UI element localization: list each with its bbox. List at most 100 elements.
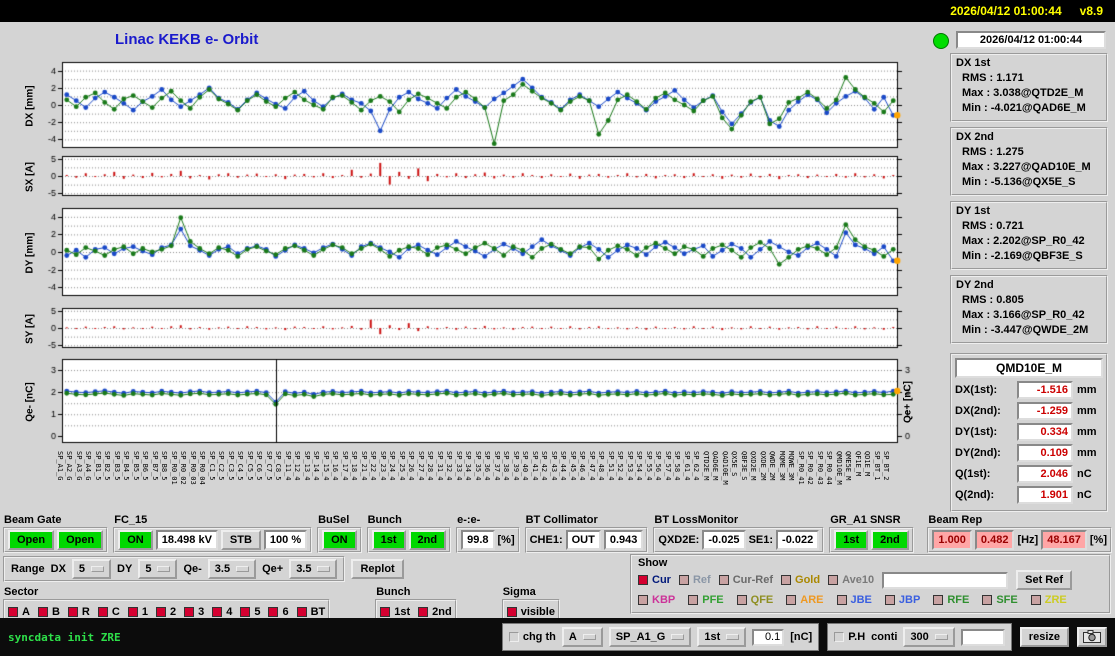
- gr-snsr-1st-button[interactable]: 1st: [834, 530, 869, 550]
- bpm-label: SP_56_4: [654, 451, 663, 481]
- checkbox-ref[interactable]: Ref: [678, 574, 711, 586]
- title-bar: 2026/04/12 01:00:44 v8.9: [0, 0, 1115, 22]
- dropdown-value: SP_A1_G: [615, 631, 666, 643]
- control-row-1: Beam Gate Open Open FC_15 ON 18.498 kV S…: [3, 514, 1112, 553]
- gr-a1-snsr-label: GR_A1 SNSR: [830, 514, 901, 526]
- range-dx-select[interactable]: 5: [71, 559, 112, 579]
- status-led-icon: [933, 33, 949, 49]
- stat-rms: RMS : 0.805: [962, 294, 1024, 306]
- stat-min: Min : -2.169@QBF3E_S: [962, 250, 1083, 262]
- bpm-label: SP_R0_04: [198, 451, 207, 485]
- bpm-label: SP_44_4: [559, 451, 568, 481]
- bpm-label: SP_B2_5: [103, 451, 112, 481]
- checkbox-b[interactable]: B: [37, 606, 60, 618]
- fc15-on-button[interactable]: ON: [118, 530, 153, 550]
- bunch-1st-button[interactable]: 1st: [371, 530, 406, 550]
- checkbox-zre[interactable]: ZRE: [1030, 594, 1067, 606]
- checkbox-qfe[interactable]: QFE: [736, 594, 773, 606]
- sector-select[interactable]: A: [561, 627, 603, 647]
- checkbox-label: 6: [282, 606, 289, 618]
- checkbox-ave10[interactable]: Ave10: [828, 574, 874, 586]
- bpm-label: SP_B6_5: [141, 451, 150, 481]
- titlebar-version: v8.9: [1079, 4, 1103, 18]
- bunch-2nd-button[interactable]: 2nd: [408, 530, 447, 550]
- range-qe-plus-select[interactable]: 3.5: [289, 559, 338, 579]
- checkbox-kbp[interactable]: KBP: [638, 594, 675, 606]
- checkbox-5[interactable]: 5: [240, 606, 260, 618]
- bpm-label: SP_BT_1: [872, 451, 881, 481]
- transmission-label: e-:e-: [457, 514, 481, 526]
- bpm-label: SP_28_4: [426, 451, 435, 481]
- transmission-unit: [%]: [497, 534, 515, 546]
- resize-button[interactable]: resize: [1019, 627, 1069, 647]
- checkbox-3[interactable]: 3: [184, 606, 204, 618]
- checkbox-2nd[interactable]: 2nd: [418, 606, 452, 618]
- bpm-label: SP_B5_5: [131, 451, 140, 481]
- bpm-label: SP_A3_G: [74, 451, 83, 481]
- checkbox-label: Ave10: [842, 574, 875, 586]
- qxd2e-value: -0.025: [702, 530, 746, 550]
- range-qe-minus-select[interactable]: 3.5: [207, 559, 257, 579]
- bpm-select[interactable]: SP_A1_G: [608, 627, 692, 647]
- checkbox-1[interactable]: 1: [127, 606, 148, 618]
- checkbox-indicator: [506, 607, 517, 617]
- checkbox-indicator: [8, 607, 18, 617]
- busel-on-button[interactable]: ON: [322, 530, 357, 550]
- checkbox-are[interactable]: ARE: [786, 594, 824, 606]
- beam-gate-open-button-2[interactable]: Open: [57, 530, 104, 550]
- checkbox-jbp[interactable]: JBP: [884, 594, 920, 606]
- screenshot-button[interactable]: [1077, 627, 1107, 647]
- monitor-row: DY(2nd): 0.109 mm: [955, 444, 1103, 462]
- chg-th-checkbox[interactable]: chg th: [508, 631, 556, 643]
- beam-rep-pct-unit: [%]: [1089, 534, 1107, 546]
- checkbox-indicator: [1030, 595, 1041, 605]
- bt-lossmonitor-group: BT LossMonitor QXD2E: -0.025 SE1: -0.022: [653, 514, 825, 553]
- ph-checkbox[interactable]: P.H: [834, 631, 865, 643]
- checkbox-2[interactable]: 2: [155, 606, 176, 618]
- monitor-row: DY(1st): 0.334 mm: [955, 423, 1103, 441]
- ref-file-input[interactable]: [882, 571, 1009, 589]
- bpm-label: SP_61_4: [682, 451, 691, 481]
- control-row-2: Range DX 5 DY 5 Qe- 3.5 Qe+ 3.5 Replot: [3, 556, 404, 582]
- fc15-stb-button[interactable]: STB: [220, 530, 261, 550]
- checkbox-4[interactable]: 4: [212, 606, 232, 618]
- extra-input[interactable]: [960, 628, 1005, 646]
- checkbox-rfe[interactable]: RFE: [933, 594, 969, 606]
- dropdown-value: 5: [145, 563, 152, 575]
- replot-button[interactable]: Replot: [351, 559, 404, 579]
- checkbox-r[interactable]: R: [67, 606, 90, 618]
- che1-label: CHE1:: [529, 534, 563, 546]
- checkbox-indicator: [296, 607, 307, 617]
- checkbox-6[interactable]: 6: [268, 606, 289, 618]
- range-dy-select[interactable]: 5: [138, 559, 178, 579]
- monitor-row-unit: mm: [1077, 384, 1097, 396]
- checkbox-sfe[interactable]: SFE: [982, 594, 1018, 606]
- threshold-input[interactable]: [752, 628, 785, 646]
- bpm-label: SP_B1_5: [93, 451, 102, 481]
- fc15-box: ON 18.498 kV STB 100 %: [113, 527, 313, 553]
- bpm-label: SP_C7_5: [264, 451, 273, 481]
- checkbox-a[interactable]: A: [8, 606, 30, 618]
- beam-gate-open-button-1[interactable]: Open: [8, 530, 55, 550]
- checkbox-cur[interactable]: Cur: [638, 574, 671, 586]
- checkbox-gold[interactable]: Gold: [781, 574, 820, 586]
- sigma-visible-checkbox[interactable]: visible: [506, 606, 555, 618]
- checkbox-cur-ref[interactable]: Cur-Ref: [718, 574, 773, 586]
- checkbox-label: Cur: [652, 574, 671, 586]
- checkbox-1st[interactable]: 1st: [380, 606, 410, 618]
- checkbox-jbe[interactable]: JBE: [836, 594, 872, 606]
- checkbox-indicator: [982, 595, 993, 605]
- checkbox-c[interactable]: C: [97, 606, 120, 618]
- checkbox-pfe[interactable]: PFE: [688, 594, 724, 606]
- bunch-select[interactable]: 1st: [697, 627, 747, 647]
- gr-snsr-2nd-button[interactable]: 2nd: [871, 530, 909, 550]
- bpm-label: SP_R0_43: [815, 451, 824, 485]
- monitor-row-label: DX(2nd):: [955, 405, 1001, 417]
- checkbox-indicator: [37, 607, 48, 617]
- sync-status-message: syncdata init ZRE: [8, 630, 121, 644]
- checkbox-bt[interactable]: BT: [296, 606, 325, 618]
- count-select[interactable]: 300: [903, 627, 955, 647]
- bpm-label: SP_BT_2: [882, 451, 891, 481]
- set-ref-button[interactable]: Set Ref: [1016, 570, 1073, 590]
- bpm-label: SP_39_4: [511, 451, 520, 481]
